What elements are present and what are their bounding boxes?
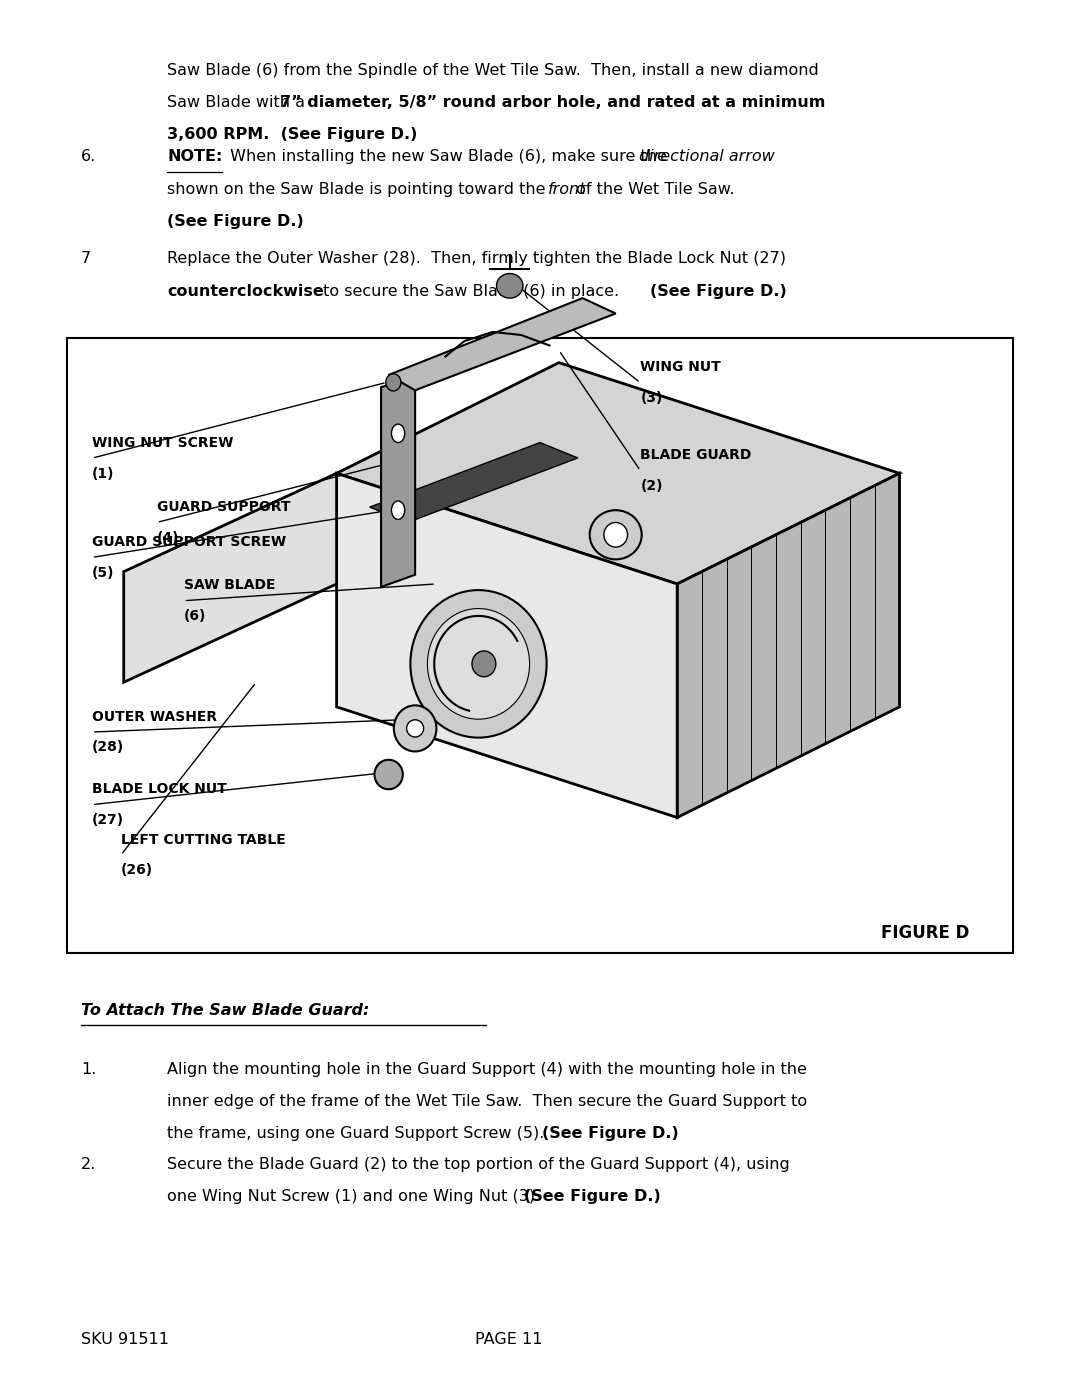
Text: GUARD SUPPORT: GUARD SUPPORT	[157, 500, 291, 514]
Text: the frame, using one Guard Support Screw (5).: the frame, using one Guard Support Screw…	[167, 1126, 555, 1141]
Text: SKU 91511: SKU 91511	[81, 1331, 168, 1347]
Text: 2.: 2.	[81, 1157, 96, 1172]
Text: WING NUT: WING NUT	[640, 360, 721, 374]
Text: (5): (5)	[92, 566, 114, 580]
Polygon shape	[369, 443, 578, 522]
Text: (2): (2)	[640, 479, 663, 493]
Ellipse shape	[375, 760, 403, 789]
Text: (See Figure D.): (See Figure D.)	[650, 284, 787, 299]
Bar	[67, 338, 1013, 953]
Text: NOTE:: NOTE:	[167, 149, 222, 165]
Text: shown on the Saw Blade is pointing toward the: shown on the Saw Blade is pointing towar…	[167, 182, 551, 197]
Ellipse shape	[406, 719, 423, 738]
Text: Align the mounting hole in the Guard Support (4) with the mounting hole in the: Align the mounting hole in the Guard Sup…	[167, 1062, 807, 1077]
Text: (See Figure D.): (See Figure D.)	[524, 1189, 661, 1204]
Text: WING NUT SCREW: WING NUT SCREW	[92, 436, 233, 450]
Text: (See Figure D.): (See Figure D.)	[542, 1126, 679, 1141]
Polygon shape	[124, 474, 337, 682]
Polygon shape	[337, 363, 900, 584]
Polygon shape	[677, 474, 900, 817]
Text: (4): (4)	[157, 531, 179, 545]
Text: Replace the Outer Washer (28).  Then, firmly tighten the Blade Lock Nut (27): Replace the Outer Washer (28). Then, fir…	[167, 251, 786, 267]
Text: BLADE LOCK NUT: BLADE LOCK NUT	[92, 782, 227, 796]
Text: directional arrow: directional arrow	[639, 149, 775, 165]
Polygon shape	[337, 474, 677, 817]
Text: LEFT CUTTING TABLE: LEFT CUTTING TABLE	[121, 833, 286, 847]
Text: of the Wet Tile Saw.: of the Wet Tile Saw.	[571, 182, 734, 197]
Text: (27): (27)	[92, 813, 124, 827]
Text: When installing the new Saw Blade (6), make sure the: When installing the new Saw Blade (6), m…	[225, 149, 672, 165]
Ellipse shape	[604, 522, 627, 548]
Text: (26): (26)	[121, 863, 153, 877]
Ellipse shape	[472, 651, 496, 676]
Text: to secure the Saw Blade (6) in place.: to secure the Saw Blade (6) in place.	[318, 284, 629, 299]
Polygon shape	[381, 374, 415, 587]
Text: 7” diameter, 5/8” round arbor hole, and rated at a minimum: 7” diameter, 5/8” round arbor hole, and …	[280, 95, 825, 110]
Text: front: front	[548, 182, 586, 197]
Text: one Wing Nut Screw (1) and one Wing Nut (3).: one Wing Nut Screw (1) and one Wing Nut …	[167, 1189, 551, 1204]
Text: counterclockwise: counterclockwise	[167, 284, 324, 299]
Ellipse shape	[394, 705, 436, 752]
Ellipse shape	[391, 425, 405, 443]
Text: OUTER WASHER: OUTER WASHER	[92, 710, 217, 724]
Text: (6): (6)	[184, 609, 206, 623]
Text: BLADE GUARD: BLADE GUARD	[640, 448, 752, 462]
Ellipse shape	[590, 510, 642, 559]
Text: SAW BLADE: SAW BLADE	[184, 578, 275, 592]
Text: Saw Blade (6) from the Spindle of the Wet Tile Saw.  Then, install a new diamond: Saw Blade (6) from the Spindle of the We…	[167, 63, 819, 78]
Ellipse shape	[391, 502, 405, 520]
Text: (3): (3)	[640, 391, 663, 405]
Text: (See Figure D.): (See Figure D.)	[167, 214, 305, 229]
Text: 6.: 6.	[81, 149, 96, 165]
Text: inner edge of the frame of the Wet Tile Saw.  Then secure the Guard Support to: inner edge of the frame of the Wet Tile …	[167, 1094, 808, 1109]
Text: GUARD SUPPORT SCREW: GUARD SUPPORT SCREW	[92, 535, 286, 549]
Text: Secure the Blade Guard (2) to the top portion of the Guard Support (4), using: Secure the Blade Guard (2) to the top po…	[167, 1157, 791, 1172]
Text: (28): (28)	[92, 740, 124, 754]
Text: Saw Blade with a: Saw Blade with a	[167, 95, 311, 110]
Text: 3,600 RPM.  (See Figure D.): 3,600 RPM. (See Figure D.)	[167, 127, 418, 142]
Polygon shape	[389, 298, 616, 390]
Ellipse shape	[497, 274, 523, 298]
Text: To Attach The Saw Blade Guard:: To Attach The Saw Blade Guard:	[81, 1003, 369, 1018]
Ellipse shape	[428, 609, 529, 719]
Text: FIGURE D: FIGURE D	[881, 923, 970, 942]
Text: 7: 7	[81, 251, 91, 267]
Ellipse shape	[386, 374, 401, 391]
Text: 1.: 1.	[81, 1062, 96, 1077]
Text: PAGE 11: PAGE 11	[475, 1331, 543, 1347]
Ellipse shape	[410, 590, 546, 738]
Text: (1): (1)	[92, 467, 114, 481]
